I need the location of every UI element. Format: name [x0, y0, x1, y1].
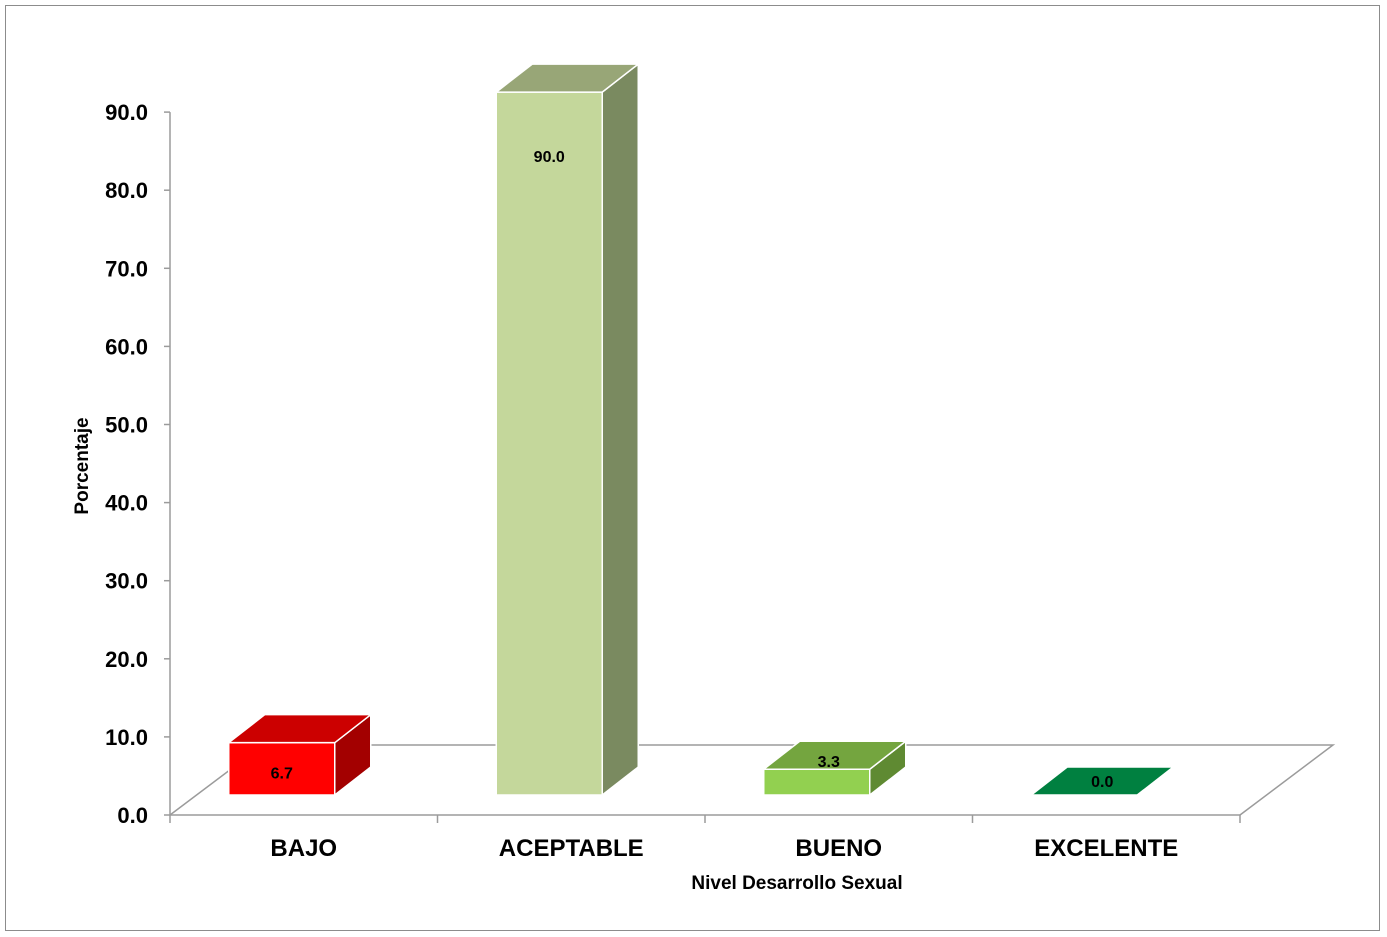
y-tick-label: 90.0	[105, 100, 148, 125]
category-label: BAJO	[270, 835, 337, 862]
y-tick-labels: 0.0 10.0 20.0 30.0 40.0 50.0 60.0 70.0 80.0 90.0	[105, 100, 148, 828]
data-label: 90.0	[534, 149, 565, 166]
bar-top	[226, 713, 373, 744]
bar-top	[1029, 766, 1176, 796]
bar-aceptable: 90.0	[494, 62, 641, 797]
bar-front	[228, 741, 336, 796]
data-label: 0.0	[1091, 774, 1113, 791]
bar-bueno: 3.3	[761, 739, 908, 797]
category-label: ACEPTABLE	[499, 835, 644, 862]
y-tick-label: 80.0	[105, 178, 148, 203]
x-axis-title: Nivel Desarrollo Sexual	[691, 873, 902, 894]
y-tick-label: 0.0	[117, 803, 148, 828]
bar-excelente: 0.0	[1029, 766, 1176, 796]
category-label: EXCELENTE	[1034, 835, 1178, 862]
bar-top	[761, 740, 908, 770]
y-tick-label: 50.0	[105, 413, 148, 438]
y-tick-label: 30.0	[105, 569, 148, 594]
y-tick-label: 20.0	[105, 647, 148, 672]
y-axis-title: Porcentaje	[72, 417, 93, 514]
y-tick-label: 70.0	[105, 256, 148, 281]
bar-front	[495, 91, 603, 796]
data-label: 6.7	[271, 766, 293, 783]
bar-front	[763, 768, 871, 796]
category-labels: BAJO ACEPTABLE BUENO EXCELENTE	[270, 835, 1178, 862]
bars: 6.7 90.0 3.3 0.0	[226, 62, 1176, 797]
bar-top	[494, 63, 641, 93]
category-label: BUENO	[795, 835, 882, 862]
y-tick-label: 60.0	[105, 334, 148, 359]
bar-bajo: 6.7	[226, 713, 373, 797]
bar-side	[601, 62, 639, 797]
y-axis	[164, 111, 1241, 823]
data-label: 3.3	[818, 754, 840, 771]
y-tick-label: 40.0	[105, 491, 148, 516]
y-tick-label: 10.0	[105, 725, 148, 750]
